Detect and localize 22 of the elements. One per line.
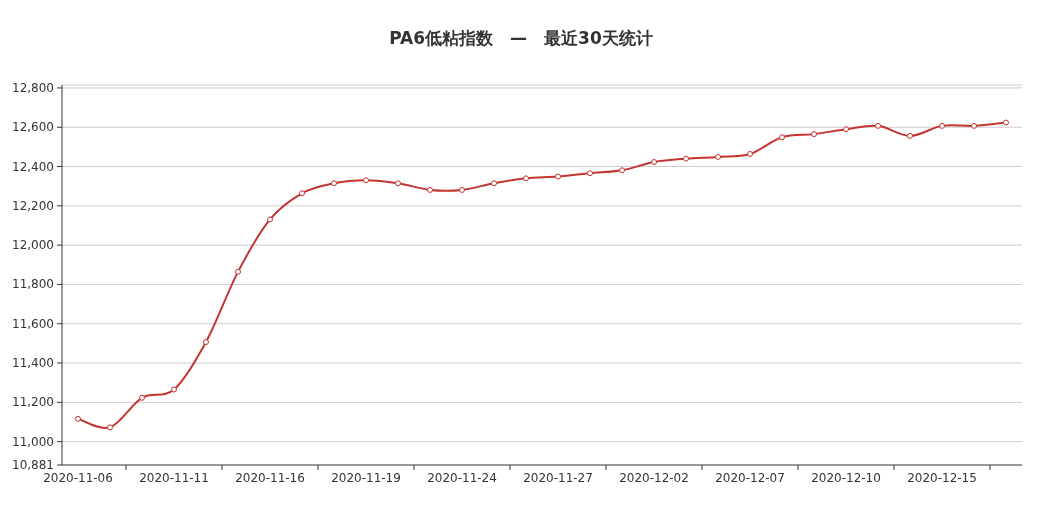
y-tick-label: 11,000 (12, 434, 54, 449)
y-tick-label: 12,000 (12, 238, 54, 253)
y-tick-label: 12,400 (12, 159, 54, 174)
y-tick-label: 11,600 (12, 316, 54, 331)
y-tick-label: 11,200 (12, 395, 54, 410)
x-tick-label: 2020-12-15 (907, 471, 977, 485)
y-tick-label: 12,200 (12, 198, 54, 213)
x-tick-label: 2020-11-19 (331, 471, 401, 485)
x-tick-label: 2020-11-24 (427, 471, 497, 485)
y-tick-label: 12,800 (12, 80, 54, 95)
chart-title: PA6低粘指数 — 最近30天统计 (389, 28, 653, 48)
x-tick-label: 2020-11-06 (43, 471, 113, 485)
y-tick-label: 11,800 (12, 277, 54, 292)
y-tick-label: 11,400 (12, 356, 54, 371)
x-tick-label: 2020-12-02 (619, 471, 689, 485)
x-tick-label: 2020-11-27 (523, 471, 593, 485)
x-tick-label: 2020-11-16 (235, 471, 305, 485)
y-tick-label: 10,881 (12, 458, 54, 472)
y-tick-label: 12,600 (12, 120, 54, 135)
x-tick-label: 2020-11-11 (139, 471, 209, 485)
x-tick-label: 2020-12-07 (715, 471, 785, 485)
x-tick-label: 2020-12-10 (811, 471, 881, 485)
